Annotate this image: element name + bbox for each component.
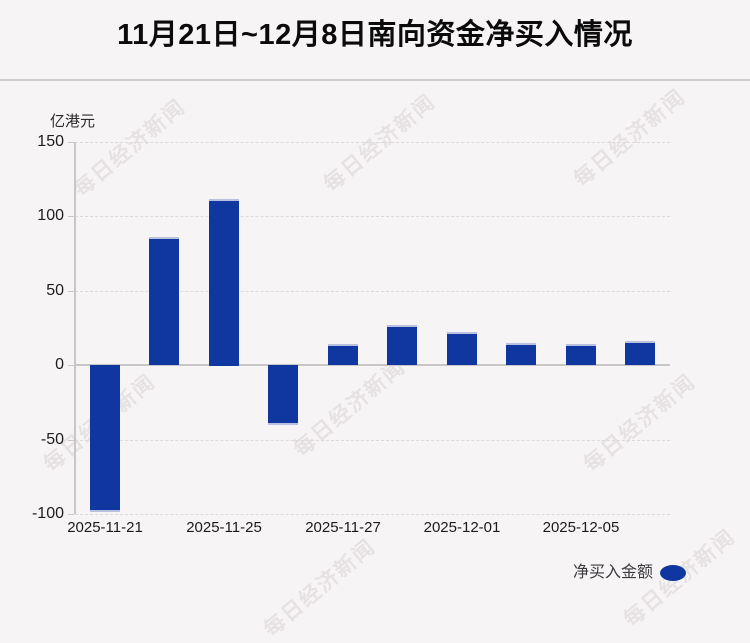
x-tick-label: 2025-12-05	[542, 519, 620, 536]
y-axis-tickmark	[68, 440, 74, 441]
y-axis-line	[74, 142, 76, 514]
y-tick-label: 50	[46, 282, 64, 299]
bar-2	[209, 199, 239, 366]
bar-6	[447, 332, 477, 365]
legend: 净买入金额	[573, 562, 687, 584]
bar-1	[149, 237, 179, 365]
watermark-text: 每日经济新闻	[579, 369, 701, 477]
y-tick-label: -50	[40, 431, 64, 448]
watermark-text: 每日经济新闻	[69, 94, 191, 202]
y-tick-label: 0	[55, 356, 64, 373]
zero-gridline	[75, 364, 670, 366]
chart-page: { "title": "11月21日~12月8日南向资金净买入情况", "wat…	[0, 19, 750, 642]
chart-title: 11月21日~12月8日南向资金净买入情况	[117, 19, 633, 51]
gridline	[75, 291, 670, 292]
y-tick-label: 100	[37, 207, 64, 224]
gridline	[75, 216, 670, 217]
y-tick-label: -100	[31, 505, 64, 522]
y-axis-tickmark	[68, 514, 74, 515]
watermark-text: 每日经济新闻	[259, 534, 381, 642]
bar-3	[268, 365, 298, 425]
x-tick-label: 2025-11-21	[67, 519, 143, 536]
watermark-text: 每日经济新闻	[569, 84, 691, 192]
x-tick-label: 2025-11-25	[186, 519, 262, 536]
bar-9	[625, 341, 655, 365]
title-divider	[0, 79, 750, 81]
bar-5	[387, 325, 417, 365]
watermark-text: 每日经济新闻	[289, 354, 411, 462]
gridline	[75, 514, 670, 515]
legend-label: 净买入金额	[573, 564, 654, 581]
y-axis-tickmark	[68, 142, 74, 143]
bar-4	[328, 344, 358, 365]
gridline	[75, 440, 670, 441]
y-axis-unit-label: 亿港元	[50, 113, 96, 130]
y-axis-tickmark	[68, 365, 74, 366]
y-axis-tickmark	[68, 216, 74, 217]
bar-7	[506, 343, 536, 365]
y-axis-tickmark	[68, 291, 74, 292]
y-tick-label: 150	[37, 133, 64, 150]
legend-marker-ellipse	[660, 565, 687, 581]
bar-0	[90, 365, 120, 512]
x-tick-label: 2025-11-27	[305, 519, 381, 536]
gridline	[75, 142, 670, 143]
x-tick-label: 2025-12-01	[423, 519, 501, 536]
bar-8	[566, 344, 596, 365]
